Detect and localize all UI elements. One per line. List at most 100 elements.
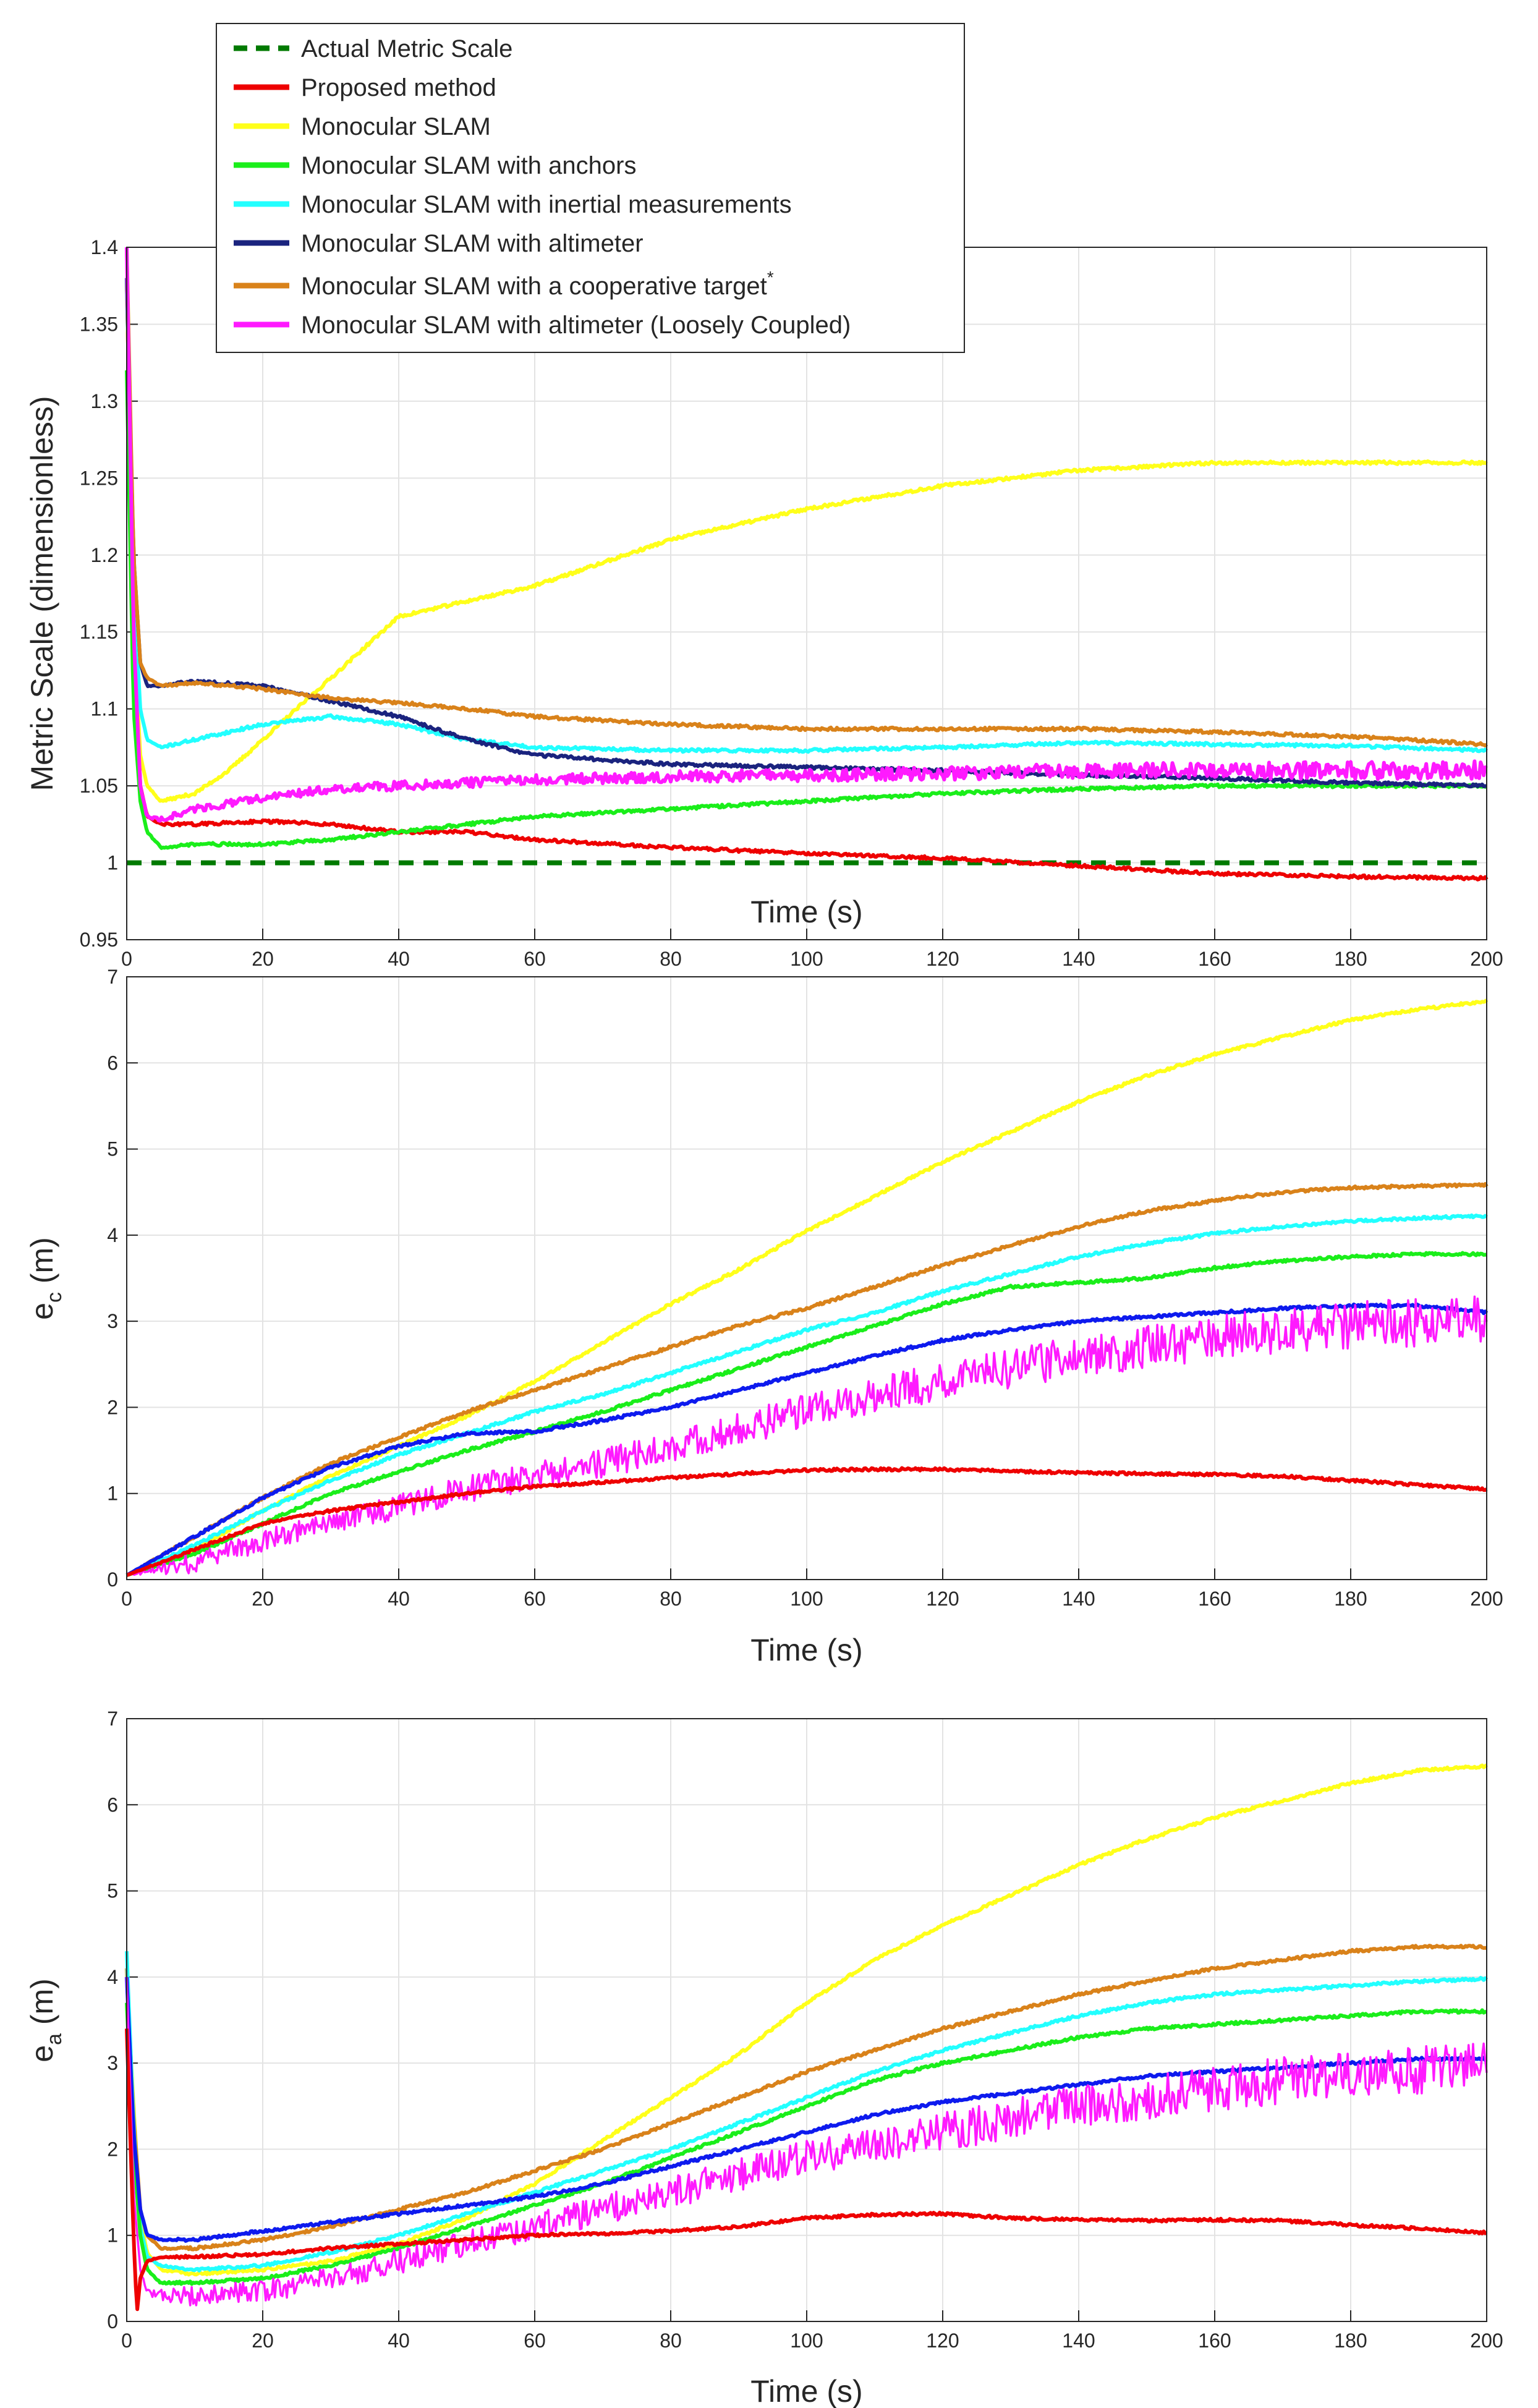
legend-label-altimeter: Monocular SLAM with altimeter (301, 230, 644, 257)
x-tick-label: 100 (790, 948, 823, 970)
series-line-anchors (126, 1251, 1487, 1577)
series-line-mono (125, 1763, 1488, 2277)
series-lines (125, 998, 1489, 1577)
x-axis-label: Time (s) (750, 1633, 862, 1667)
series-line-proposed (125, 2028, 1487, 2312)
y-tick-label: 4 (107, 1224, 118, 1246)
legend-label-anchors: Monocular SLAM with anchors (301, 152, 636, 179)
x-tick-label: 80 (660, 948, 682, 970)
x-tick-label: 80 (660, 2329, 682, 2352)
series-line-loose (125, 1976, 1488, 2307)
x-tick-label: 40 (388, 1588, 410, 1610)
y-tick-label: 1.35 (80, 313, 118, 335)
y-axis-label-main: e (25, 1303, 59, 1320)
legend-label-coop-star: * (767, 268, 774, 287)
x-tick-label: 40 (388, 2329, 410, 2352)
series-line-anchors (125, 2002, 1487, 2286)
y-tick-label: 1 (107, 2224, 118, 2247)
legend-label-coop: Monocular SLAM with a cooperative target… (301, 268, 774, 300)
y-tick-label: 5 (107, 1138, 118, 1160)
y-axis-label-main: e (25, 2045, 59, 2062)
x-tick-label: 140 (1062, 948, 1095, 970)
x-tick-label: 120 (926, 1588, 959, 1610)
x-tick-label: 180 (1334, 948, 1367, 970)
y-tick-label: 5 (107, 1880, 118, 1902)
x-tick-label: 180 (1334, 2329, 1367, 2352)
series-lines (125, 247, 1489, 882)
x-tick-label: 200 (1470, 948, 1503, 970)
series-line-inertial (125, 278, 1489, 754)
x-tick-label: 100 (790, 1588, 823, 1610)
legend-label-loose: Monocular SLAM with altimeter (Loosely C… (301, 312, 851, 339)
y-tick-label: 2 (107, 2138, 118, 2160)
x-tick-label: 20 (252, 948, 274, 970)
x-tick-label: 200 (1470, 1588, 1503, 1610)
legend-label-mono: Monocular SLAM (301, 113, 491, 140)
x-tick-label: 60 (524, 2329, 546, 2352)
x-tick-label: 140 (1062, 1588, 1095, 1610)
series-line-altimeter (125, 278, 1487, 789)
y-tick-label: 1.3 (91, 390, 118, 412)
series-line-altimeter (125, 1302, 1489, 1577)
x-tick-label: 160 (1198, 2329, 1231, 2352)
y-tick-label: 1.25 (80, 467, 118, 489)
x-axis-label: Time (s) (750, 895, 862, 929)
series-line-altimeter (125, 1976, 1488, 2243)
legend: Actual Metric Scale Proposed method Mono… (216, 23, 965, 353)
x-tick-label: 40 (388, 948, 410, 970)
panel-metric-scale: 0 20 40 60 80 100 120 140 160 180 200 0.95 1 1.05 1.1 1… (25, 236, 1503, 970)
legend-item-altimeter: Monocular SLAM with altimeter (234, 230, 644, 257)
axes-box (126, 1718, 1487, 2322)
legend-label-coop-text: Monocular SLAM with a cooperative target (301, 273, 767, 300)
y-tick-label: 6 (107, 1052, 118, 1074)
series-line-mono (125, 998, 1489, 1577)
x-tick-label: 20 (252, 2329, 274, 2352)
series-line-mono (125, 278, 1488, 803)
tick-labels: 0 20 40 60 80 100 120 140 160 180 200 0 1 2 3 4 5 6 7 (107, 966, 1503, 1610)
y-tick-label: 1 (107, 1483, 118, 1505)
series-line-loose (125, 247, 1488, 823)
y-tick-label: 6 (107, 1793, 118, 1816)
y-tick-label: 1.15 (80, 621, 118, 643)
legend-item-inertial: Monocular SLAM with inertial measurement… (234, 191, 792, 218)
y-tick-label: 1.2 (91, 544, 118, 566)
legend-item-actual: Actual Metric Scale (234, 35, 512, 62)
y-axis-label-tail: (m) (25, 1237, 59, 1292)
series-line-anchors (125, 370, 1487, 850)
y-tick-label: 1.05 (80, 775, 118, 797)
x-tick-label: 100 (790, 2329, 823, 2352)
legend-item-coop: Monocular SLAM with a cooperative target… (234, 268, 774, 300)
y-tick-label: 0 (107, 1568, 118, 1591)
series-line-coop (125, 1182, 1489, 1577)
series-line-coop (125, 247, 1489, 747)
x-tick-label: 160 (1198, 1588, 1231, 1610)
legend-item-mono: Monocular SLAM (234, 113, 491, 140)
y-tick-label: 3 (107, 2052, 118, 2074)
x-tick-label: 120 (926, 2329, 959, 2352)
legend-label-inertial: Monocular SLAM with inertial measurement… (301, 191, 792, 218)
y-tick-label: 7 (107, 1708, 118, 1730)
series-line-coop (125, 1944, 1487, 2252)
legend-label-proposed: Proposed method (301, 74, 496, 101)
series-line-inertial (125, 1213, 1488, 1577)
panel-ec-error: 0 20 40 60 80 100 120 140 160 180 200 0 1 2 3 4 5 6 7 Time… (25, 966, 1503, 1667)
series-lines (125, 1763, 1489, 2312)
y-tick-label: 1.4 (91, 236, 118, 258)
x-tick-label: 20 (252, 1588, 274, 1610)
y-tick-label: 7 (107, 966, 118, 988)
y-axis-label: Metric Scale (dimensionless) (25, 396, 59, 791)
y-tick-label: 3 (107, 1310, 118, 1332)
x-tick-label: 80 (660, 1588, 682, 1610)
x-tick-label: 120 (926, 948, 959, 970)
axes-box (126, 976, 1487, 1580)
panel-ea-error: 0 20 40 60 80 100 120 140 160 180 200 0 1 2 3 4 5 6 7 Time… (25, 1708, 1503, 2408)
x-tick-label: 60 (524, 1588, 546, 1610)
y-tick-label: 1 (107, 852, 118, 874)
y-axis-label-sub: a (43, 2033, 66, 2045)
y-axis-label: ea (m) (25, 1978, 66, 2062)
y-axis-label-tail: (m) (25, 1978, 59, 2033)
series-line-proposed (125, 278, 1489, 882)
legend-item-proposed: Proposed method (234, 74, 496, 101)
y-tick-label: 4 (107, 1966, 118, 1988)
